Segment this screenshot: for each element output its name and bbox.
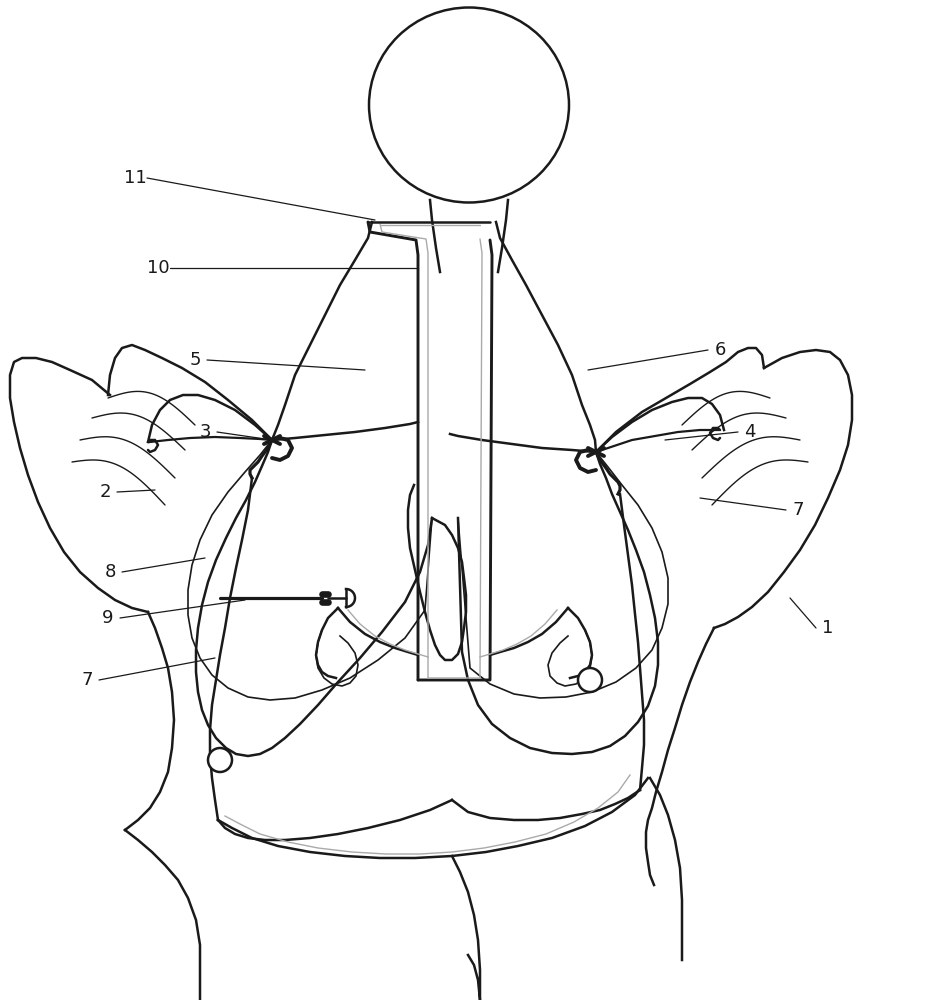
Text: 8: 8 [104,563,115,581]
Circle shape [208,748,232,772]
Text: 5: 5 [189,351,201,369]
Text: 3: 3 [199,423,211,441]
Circle shape [578,668,602,692]
Text: 9: 9 [102,609,113,627]
Ellipse shape [369,7,569,202]
Text: 11: 11 [124,169,146,187]
Text: 2: 2 [99,483,111,501]
Text: 6: 6 [715,341,726,359]
Text: 10: 10 [146,259,170,277]
Text: 1: 1 [823,619,834,637]
Text: 7: 7 [793,501,804,519]
Text: 4: 4 [744,423,756,441]
Text: 7: 7 [82,671,93,689]
